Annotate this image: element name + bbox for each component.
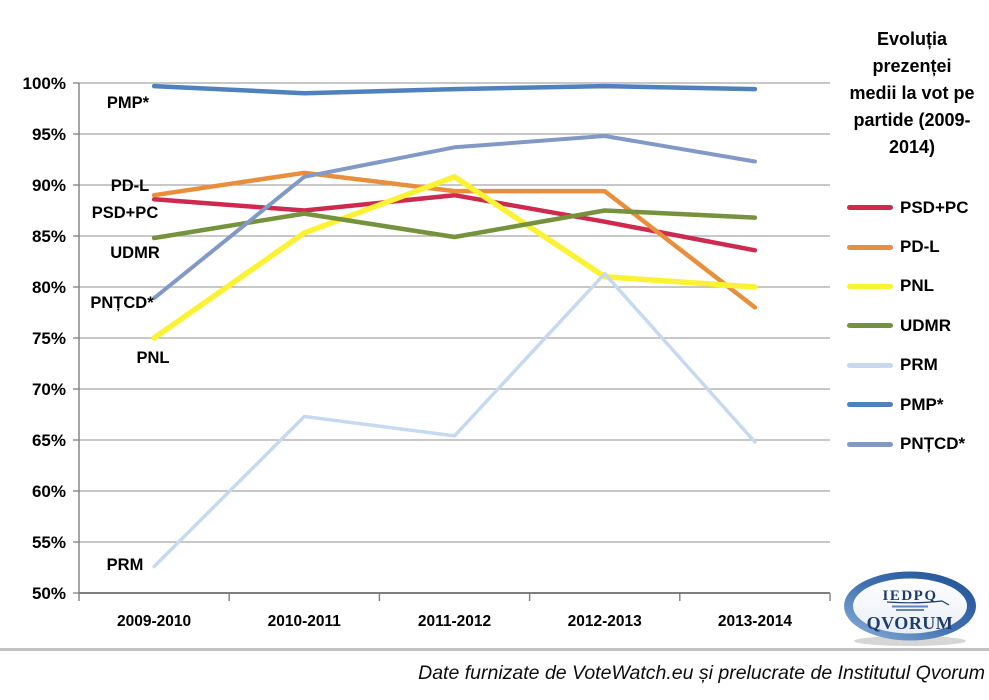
- legend-color-swatch: [847, 323, 893, 329]
- qvorum-logo: IEDPQ QVORUM: [844, 571, 976, 646]
- series-inplot-label: PRM: [107, 556, 144, 574]
- legend-label: PNȚCD*: [900, 434, 966, 454]
- series-line-PNȚCD*: [152, 134, 757, 301]
- logo-smalltext-line: [896, 609, 924, 611]
- x-tick-label: 2011-2012: [418, 613, 491, 630]
- line-chart: 100% 95% 90% 85% 80% 75% 70% 65% 60% 55% 50% 2009-2…: [23, 74, 831, 630]
- logo-name: QVORUM: [867, 613, 954, 633]
- legend-label: UDMR: [900, 315, 951, 335]
- legend-color-swatch: [847, 362, 893, 368]
- series-inplot-label: PNȚCD*: [90, 294, 154, 312]
- series-line-PNL: [151, 174, 758, 341]
- y-tick-label: 85%: [32, 227, 66, 246]
- y-tick-label: 65%: [32, 431, 66, 450]
- legend-item: PD-L: [847, 227, 987, 266]
- legend: PSD+PC PD-L PNL UDMR PRM PMP* PNȚCD*: [847, 188, 987, 464]
- y-tick-label: 80%: [32, 278, 66, 297]
- series-line-UDMR: [151, 208, 758, 241]
- series-inplot-label: PSD+PC: [92, 204, 159, 222]
- y-tick-label: 90%: [32, 176, 66, 195]
- legend-label: PD-L: [900, 237, 940, 257]
- x-tick-label: 2010-2011: [268, 613, 342, 630]
- legend-item: UDMR: [847, 306, 987, 345]
- legend-label: PSD+PC: [900, 197, 969, 217]
- legend-color-swatch: [847, 205, 893, 211]
- legend-item: PNL: [847, 267, 987, 306]
- footer-credit: Date furnizate de VoteWatch.eu și preluc…: [418, 662, 985, 684]
- legend-color-swatch: [847, 441, 893, 447]
- legend-item: PMP*: [847, 385, 987, 424]
- series-inplot-label: PD-L: [111, 177, 150, 195]
- logo-acronym: IEDPQ: [882, 588, 937, 604]
- y-tick-label: 75%: [32, 329, 66, 348]
- x-tick-label: 2012-2013: [568, 613, 643, 630]
- y-tick-label: 95%: [32, 125, 66, 144]
- logo-shadow: [854, 636, 966, 646]
- series-line-PD-L: [151, 170, 758, 310]
- series-line-PRM: [152, 271, 757, 569]
- series-inplot-label: PNL: [137, 349, 170, 367]
- legend-item: PNȚCD*: [847, 424, 987, 463]
- footer-separator: [0, 648, 989, 651]
- y-tick-label: 60%: [32, 482, 66, 501]
- y-tick-label: 55%: [32, 533, 66, 552]
- logo-smalltext-line: [892, 605, 928, 608]
- x-tick-label: 2013-2014: [718, 613, 793, 630]
- legend-color-swatch: [847, 402, 893, 408]
- legend-item: PRM: [847, 346, 987, 385]
- series-line-PMP*: [151, 83, 758, 96]
- y-tick-label: 100%: [23, 74, 66, 93]
- y-tick-label: 50%: [32, 584, 66, 603]
- legend-color-swatch: [847, 283, 893, 289]
- legend-item: PSD+PC: [847, 188, 987, 227]
- legend-color-swatch: [847, 244, 893, 250]
- legend-label: PNL: [900, 276, 934, 296]
- logo-flourish: [886, 600, 950, 606]
- legend-label: PRM: [900, 355, 938, 375]
- legend-label: PMP*: [900, 394, 944, 414]
- x-tick-label: 2009-2010: [117, 613, 191, 630]
- y-tick-label: 70%: [32, 380, 66, 399]
- series-inplot-label: UDMR: [110, 244, 160, 262]
- chart-title: Evoluția prezenței medii la vot pe parti…: [849, 29, 975, 157]
- series-inplot-label: PMP*: [107, 94, 150, 112]
